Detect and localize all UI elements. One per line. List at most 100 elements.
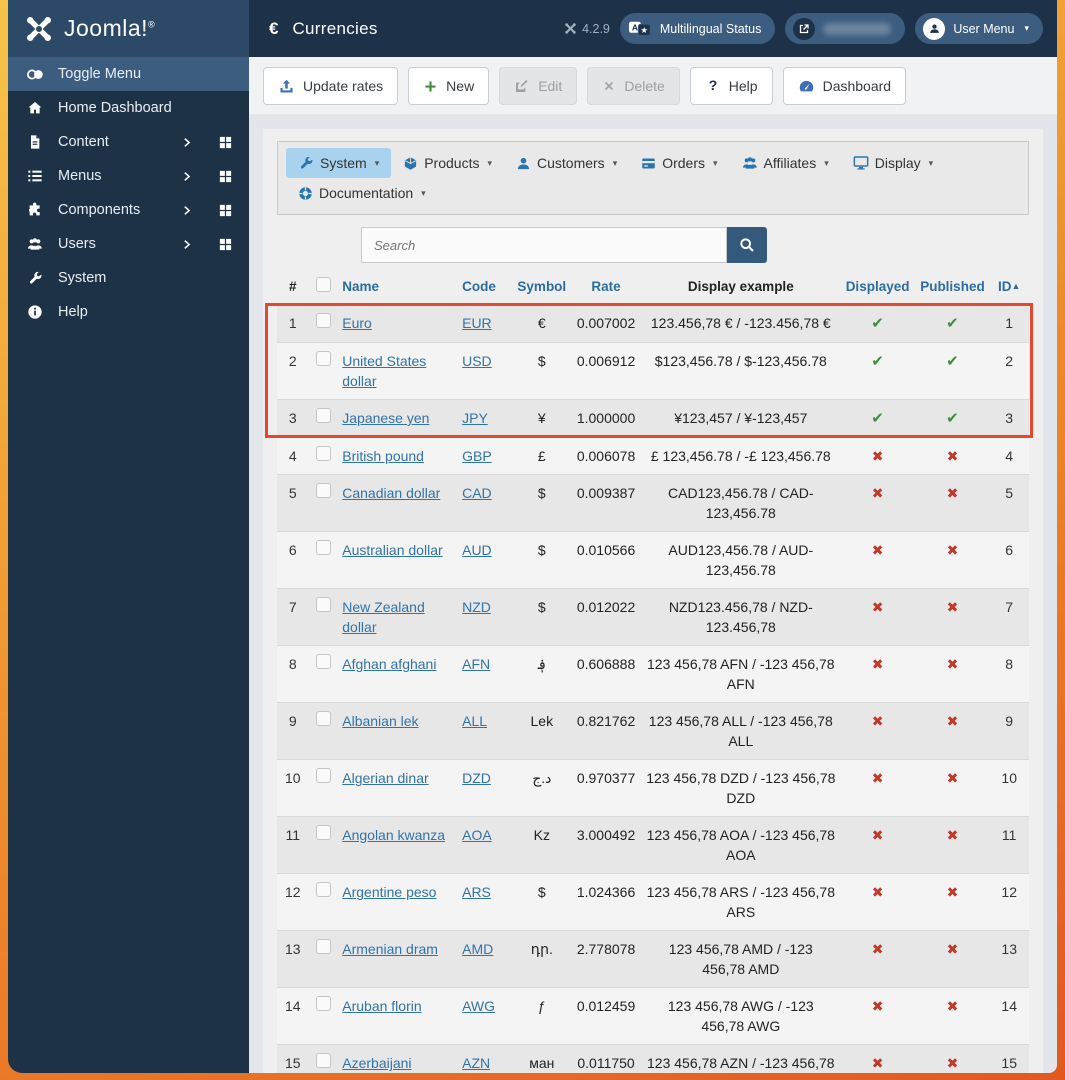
currency-name-link[interactable]: Canadian dollar bbox=[342, 485, 441, 501]
search-input[interactable] bbox=[361, 227, 727, 263]
grid-shortcut-icon[interactable] bbox=[218, 135, 233, 150]
currency-name-link[interactable]: British pound bbox=[342, 448, 424, 464]
cross-icon[interactable]: ✖ bbox=[871, 656, 884, 672]
cross-icon[interactable]: ✖ bbox=[946, 1055, 959, 1071]
cross-icon[interactable]: ✖ bbox=[946, 656, 959, 672]
check-icon[interactable]: ✔ bbox=[946, 410, 959, 427]
currency-name-link[interactable]: Angolan kwanza bbox=[342, 827, 445, 843]
cross-icon[interactable]: ✖ bbox=[871, 448, 884, 464]
cross-icon[interactable]: ✖ bbox=[946, 599, 959, 615]
check-icon[interactable]: ✔ bbox=[871, 353, 884, 370]
chevron-right-icon[interactable] bbox=[181, 170, 194, 183]
currency-code-link[interactable]: EUR bbox=[462, 315, 492, 331]
cross-icon[interactable]: ✖ bbox=[871, 998, 884, 1014]
cross-icon[interactable]: ✖ bbox=[946, 770, 959, 786]
cross-icon[interactable]: ✖ bbox=[871, 542, 884, 558]
update-rates-button[interactable]: Update rates bbox=[263, 67, 399, 105]
new-button[interactable]: New bbox=[408, 67, 490, 105]
cross-icon[interactable]: ✖ bbox=[871, 713, 884, 729]
user-menu-button[interactable]: User Menu ▾ bbox=[915, 13, 1043, 44]
currency-name-link[interactable]: Afghan afghani bbox=[342, 656, 437, 672]
help-button[interactable]: ? Help bbox=[689, 67, 773, 105]
col-header-id[interactable]: ID▲ bbox=[997, 278, 1021, 294]
currency-name-link[interactable]: Argentine peso bbox=[342, 884, 437, 900]
menu-tab-customers[interactable]: Customers ▾ bbox=[504, 148, 629, 178]
grid-shortcut-icon[interactable] bbox=[218, 237, 233, 252]
preview-site-button[interactable] bbox=[785, 13, 906, 44]
row-checkbox[interactable] bbox=[315, 654, 331, 669]
col-header-symbol[interactable]: Symbol bbox=[517, 278, 567, 294]
row-checkbox[interactable] bbox=[315, 1053, 331, 1068]
sidebar-item-system[interactable]: System bbox=[8, 261, 249, 295]
cross-icon[interactable]: ✖ bbox=[946, 941, 959, 957]
col-header-displayed[interactable]: Displayed bbox=[845, 278, 910, 294]
chevron-right-icon[interactable] bbox=[181, 136, 194, 149]
currency-name-link[interactable]: Euro bbox=[342, 315, 372, 331]
menu-tab-products[interactable]: Products ▾ bbox=[391, 148, 504, 178]
currency-code-link[interactable]: NZD bbox=[462, 599, 491, 615]
row-checkbox[interactable] bbox=[315, 996, 331, 1011]
row-checkbox[interactable] bbox=[315, 446, 331, 461]
check-icon[interactable]: ✔ bbox=[871, 410, 884, 427]
currency-code-link[interactable]: AOA bbox=[462, 827, 492, 843]
menu-tab-display[interactable]: Display ▾ bbox=[841, 148, 945, 178]
currency-code-link[interactable]: CAD bbox=[462, 485, 492, 501]
cross-icon[interactable]: ✖ bbox=[946, 713, 959, 729]
currency-name-link[interactable]: Japanese yen bbox=[342, 410, 430, 426]
menu-tab-documentation[interactable]: Documentation ▾ bbox=[286, 178, 438, 208]
cross-icon[interactable]: ✖ bbox=[871, 770, 884, 786]
row-checkbox[interactable] bbox=[315, 483, 331, 498]
cross-icon[interactable]: ✖ bbox=[871, 884, 884, 900]
grid-shortcut-icon[interactable] bbox=[218, 203, 233, 218]
currency-code-link[interactable]: AFN bbox=[462, 656, 491, 672]
row-checkbox[interactable] bbox=[315, 768, 331, 783]
row-checkbox[interactable] bbox=[315, 540, 331, 555]
cross-icon[interactable]: ✖ bbox=[946, 884, 959, 900]
search-button[interactable] bbox=[727, 227, 767, 263]
currency-code-link[interactable]: AUD bbox=[462, 542, 492, 558]
currency-code-link[interactable]: AZN bbox=[462, 1055, 491, 1071]
currency-name-link[interactable]: Albanian lek bbox=[342, 713, 419, 729]
col-header-rate[interactable]: Rate bbox=[591, 278, 621, 294]
sidebar-item-help[interactable]: Help bbox=[8, 295, 249, 329]
sidebar-item-components[interactable]: Components bbox=[8, 193, 249, 227]
sidebar-item-menus[interactable]: Menus bbox=[8, 159, 249, 193]
currency-name-link[interactable]: Aruban florin bbox=[342, 998, 422, 1014]
multilingual-status-button[interactable]: A ★ Multilingual Status bbox=[619, 13, 776, 44]
sidebar-item-home-dashboard[interactable]: Home Dashboard bbox=[8, 91, 249, 125]
chevron-right-icon[interactable] bbox=[181, 238, 194, 251]
cross-icon[interactable]: ✖ bbox=[871, 1055, 884, 1071]
col-header-code[interactable]: Code bbox=[462, 278, 496, 294]
currency-name-link[interactable]: Azerbaijani manat bbox=[342, 1055, 412, 1071]
col-header-name[interactable]: Name bbox=[342, 278, 380, 294]
currency-name-link[interactable]: Armenian dram bbox=[342, 941, 438, 957]
row-checkbox[interactable] bbox=[315, 313, 331, 328]
cross-icon[interactable]: ✖ bbox=[946, 827, 959, 843]
cross-icon[interactable]: ✖ bbox=[946, 998, 959, 1014]
currency-code-link[interactable]: USD bbox=[462, 353, 492, 369]
menu-tab-orders[interactable]: Orders ▾ bbox=[629, 148, 729, 178]
cross-icon[interactable]: ✖ bbox=[871, 827, 884, 843]
currency-name-link[interactable]: United States dollar bbox=[342, 353, 427, 389]
row-checkbox[interactable] bbox=[315, 825, 331, 840]
currency-code-link[interactable]: ALL bbox=[462, 713, 488, 729]
cross-icon[interactable]: ✖ bbox=[871, 485, 884, 501]
check-icon[interactable]: ✔ bbox=[946, 315, 959, 332]
row-checkbox[interactable] bbox=[315, 882, 331, 897]
currency-code-link[interactable]: DZD bbox=[462, 770, 491, 786]
row-checkbox[interactable] bbox=[315, 939, 331, 954]
row-checkbox[interactable] bbox=[315, 711, 331, 726]
currency-code-link[interactable]: AMD bbox=[462, 941, 494, 957]
currency-name-link[interactable]: New Zealand dollar bbox=[342, 599, 425, 635]
check-icon[interactable]: ✔ bbox=[946, 353, 959, 370]
menu-tab-system[interactable]: System ▾ bbox=[286, 148, 392, 178]
select-all-checkbox[interactable] bbox=[315, 277, 331, 292]
row-checkbox[interactable] bbox=[315, 351, 331, 366]
cross-icon[interactable]: ✖ bbox=[871, 941, 884, 957]
sidebar-item-toggle-menu[interactable]: Toggle Menu bbox=[8, 57, 249, 91]
row-checkbox[interactable] bbox=[315, 408, 331, 423]
dashboard-button[interactable]: Dashboard bbox=[782, 67, 907, 105]
row-checkbox[interactable] bbox=[315, 597, 331, 612]
sidebar-item-content[interactable]: Content bbox=[8, 125, 249, 159]
col-header-published[interactable]: Published bbox=[920, 278, 985, 294]
